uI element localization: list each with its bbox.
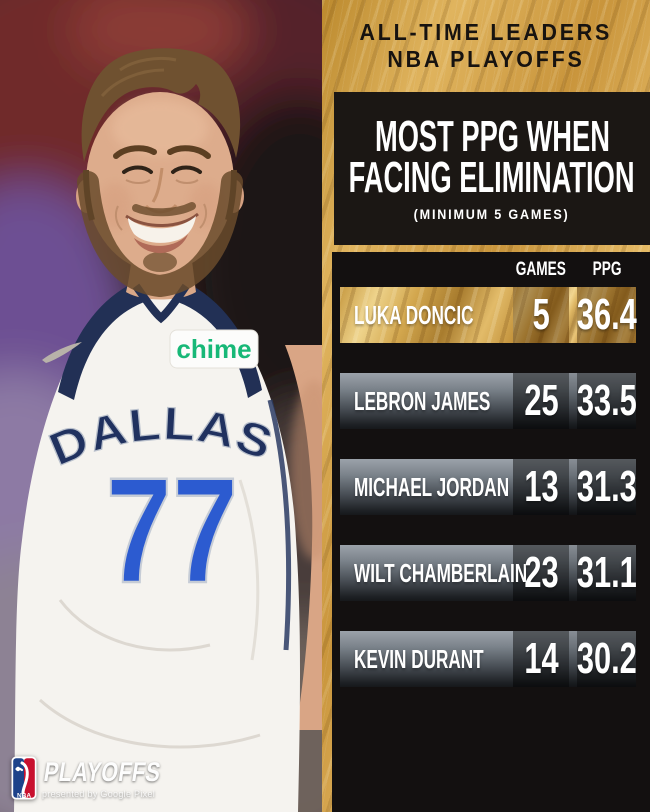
smile: [114, 202, 208, 254]
banner-line-2: NBA PLAYOFFS: [387, 46, 585, 72]
table-row: WILT CHAMBERLAIN 23 31.1: [340, 545, 636, 601]
player-photo: chime DALLAS 77 NBA PLAYOFFS pres: [0, 0, 322, 812]
games-value: 23: [523, 548, 559, 597]
hair: [81, 48, 241, 162]
column-divider: [569, 287, 577, 343]
stats-panel: ALL-TIME LEADERS NBA PLAYOFFS MOST PPG W…: [322, 0, 650, 812]
player-arm: [285, 345, 322, 730]
table-row: LEBRON JAMES 25 33.5: [340, 373, 636, 429]
jersey-strap-left: [58, 276, 150, 400]
column-divider: [569, 631, 577, 687]
beard: [77, 171, 243, 298]
ppg-value: 31.1: [576, 548, 637, 597]
games-cell: 23: [513, 545, 569, 601]
player-head: [76, 48, 244, 324]
title-line-1: MOST PPG WHEN: [374, 111, 610, 161]
ppg-cell: 31.1: [577, 545, 636, 601]
column-divider: [569, 459, 577, 515]
ppg-cell: 31.3: [577, 459, 636, 515]
column-divider: [569, 545, 577, 601]
games-value: 25: [523, 376, 559, 425]
nba-logo-wordmark: NBA: [17, 793, 31, 800]
player-name-cell: LUKA DONCIC: [340, 287, 513, 343]
eyebrows: [113, 145, 157, 159]
player-name: KEVIN DURANT: [354, 643, 484, 674]
games-column-header: GAMES: [515, 259, 567, 280]
jersey-number: 77: [106, 446, 239, 614]
games-cell: 14: [513, 631, 569, 687]
ppg-value: 36.4: [576, 290, 637, 339]
player-name: MICHAEL JORDAN: [354, 471, 510, 502]
column-divider: [569, 373, 577, 429]
player-name-cell: KEVIN DURANT: [340, 631, 513, 687]
title-note: (MINIMUM 5 GAMES): [414, 205, 570, 222]
player-name-cell: LEBRON JAMES: [340, 373, 513, 429]
player-name: WILT CHAMBERLAIN: [354, 557, 528, 588]
ppg-cell: 33.5: [577, 373, 636, 429]
chime-sponsor-patch: chime: [169, 329, 259, 369]
title-line-2: FACING ELIMINATION: [349, 152, 635, 202]
banner-line-1: ALL-TIME LEADERS: [359, 19, 613, 45]
games-value: 14: [523, 634, 559, 683]
games-value: 5: [532, 290, 550, 339]
ppg-cell: 36.4: [577, 287, 636, 343]
player-name: LUKA DONCIC: [354, 299, 474, 330]
ppg-value: 33.5: [576, 376, 637, 425]
nba-playoffs-lockup: NBA PLAYOFFS presented by Google Pixel: [11, 756, 188, 800]
presented-by-text: presented by Google Pixel: [42, 789, 156, 799]
player-name: LEBRON JAMES: [354, 385, 491, 416]
nike-swoosh-icon: [42, 342, 82, 363]
ppg-cell: 30.2: [577, 631, 636, 687]
player-jersey: [14, 276, 300, 812]
table-row: KEVIN DURANT 14 30.2: [340, 631, 636, 687]
games-cell: 13: [513, 459, 569, 515]
games-cell: 25: [513, 373, 569, 429]
table-row: LUKA DONCIC 5 36.4: [340, 287, 636, 343]
playoffs-wordmark: PLAYOFFS: [41, 757, 164, 787]
jersey-collar: [132, 283, 190, 324]
nba-logo-icon: NBA: [11, 756, 37, 800]
ppg-value: 31.3: [576, 462, 637, 511]
title-panel: MOST PPG WHEN FACING ELIMINATION (MINIMU…: [334, 92, 650, 245]
banner: ALL-TIME LEADERS NBA PLAYOFFS: [322, 0, 650, 92]
eyes: [122, 165, 153, 174]
chime-logo-text: chime: [176, 334, 251, 364]
leaders-table: GAMES PPG LUKA DONCIC 5 36.4 LEBRON JAME…: [332, 252, 650, 812]
ppg-value: 30.2: [576, 634, 637, 683]
games-value: 13: [523, 462, 559, 511]
games-cell: 5: [513, 287, 569, 343]
ppg-column-header: PPG: [592, 259, 622, 280]
player-name-cell: WILT CHAMBERLAIN: [340, 545, 527, 601]
column-headers: GAMES PPG: [332, 257, 650, 283]
player-name-cell: MICHAEL JORDAN: [340, 459, 513, 515]
nose: [151, 167, 164, 203]
table-row: MICHAEL JORDAN 13 31.3: [340, 459, 636, 515]
